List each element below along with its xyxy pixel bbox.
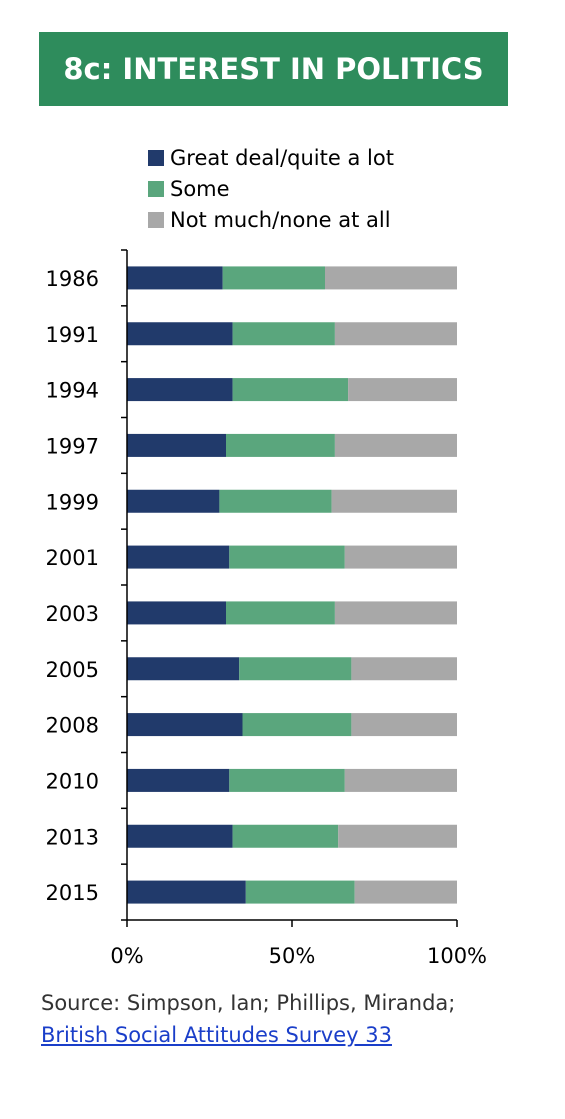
x-tick-label-100: 100% — [427, 944, 487, 968]
y-tick-label-2015: 2015 — [46, 881, 99, 905]
bar-1999-series-1 — [219, 489, 332, 513]
bar-2001-series-1 — [229, 545, 345, 569]
bar-2013-series-1 — [232, 824, 339, 848]
bar-2008-series-1 — [242, 713, 352, 737]
bar-2005-series-1 — [239, 657, 352, 681]
bar-2008-series-0 — [127, 713, 243, 737]
bar-1997-series-0 — [127, 433, 226, 457]
legend-label-great-deal: Great deal/quite a lot — [170, 145, 394, 170]
bar-2008-series-2 — [351, 713, 457, 737]
legend-swatch-some — [148, 180, 164, 197]
y-tick-label-1997: 1997 — [46, 434, 99, 458]
source-text: Source: Simpson, Ian; Phillips, Miranda; — [41, 991, 456, 1015]
x-tick-label-50: 50% — [269, 944, 316, 968]
bar-chart: 1986 1991 1994 1997 1999 2001 2003 2005 2008 2010… — [46, 249, 487, 968]
legend-item-not-much: Not much/none at all — [148, 204, 394, 235]
legend-label-some: Some — [170, 176, 230, 201]
y-tick-label-2005: 2005 — [46, 658, 99, 682]
bar-2001-series-2 — [344, 545, 457, 569]
bar-2001-series-0 — [127, 545, 230, 569]
source-link[interactable]: British Social Attitudes Survey 33 — [41, 1023, 392, 1047]
bar-2015-series-1 — [245, 880, 355, 904]
y-tick-label-1999: 1999 — [46, 490, 99, 514]
y-tick-label-1986: 1986 — [46, 267, 99, 291]
y-tick-label-2013: 2013 — [46, 825, 99, 849]
bar-2003-series-0 — [127, 601, 226, 625]
bar-1994-series-1 — [232, 378, 349, 402]
bar-1999-series-2 — [331, 489, 457, 513]
legend-item-great-deal: Great deal/quite a lot — [148, 142, 394, 173]
bar-2015-series-2 — [354, 880, 457, 904]
bar-2013-series-2 — [338, 824, 457, 848]
bar-1997-series-2 — [334, 433, 457, 457]
bar-1999-series-0 — [127, 489, 220, 513]
y-tick-label-1994: 1994 — [46, 379, 99, 403]
bar-2005-series-0 — [127, 657, 240, 681]
bar-1986-series-2 — [325, 266, 457, 290]
bar-1986-series-0 — [127, 266, 223, 290]
x-tick-label-0: 0% — [110, 944, 143, 968]
bar-1994-series-2 — [348, 378, 457, 402]
bar-2010-series-0 — [127, 768, 230, 792]
y-tick-label-2001: 2001 — [46, 546, 99, 570]
y-tick-label-2003: 2003 — [46, 602, 99, 626]
chart-title-banner: 8c: INTEREST IN POLITICS — [39, 32, 508, 106]
legend-swatch-great-deal — [148, 149, 164, 166]
bar-2015-series-0 — [127, 880, 246, 904]
source-note: Source: Simpson, Ian; Phillips, Miranda;… — [41, 987, 521, 1051]
bar-2005-series-2 — [351, 657, 457, 681]
bar-1994-series-0 — [127, 378, 233, 402]
bar-1986-series-1 — [222, 266, 325, 290]
legend-label-not-much: Not much/none at all — [170, 207, 391, 232]
bar-1991-series-0 — [127, 322, 233, 346]
legend-item-some: Some — [148, 173, 394, 204]
y-tick-label-2008: 2008 — [46, 714, 99, 738]
bar-2010-series-1 — [229, 768, 345, 792]
bar-1991-series-2 — [334, 322, 457, 346]
bar-1991-series-1 — [232, 322, 335, 346]
legend: Great deal/quite a lot Some Not much/non… — [148, 142, 394, 235]
bar-1997-series-1 — [226, 433, 335, 457]
chart-title: 8c: INTEREST IN POLITICS — [63, 52, 484, 86]
bar-2013-series-0 — [127, 824, 233, 848]
bar-2010-series-2 — [344, 768, 457, 792]
y-tick-label-1991: 1991 — [46, 323, 99, 347]
y-tick-label-2010: 2010 — [46, 769, 99, 793]
legend-swatch-not-much — [148, 211, 164, 228]
bar-2003-series-2 — [334, 601, 457, 625]
bar-2003-series-1 — [226, 601, 335, 625]
